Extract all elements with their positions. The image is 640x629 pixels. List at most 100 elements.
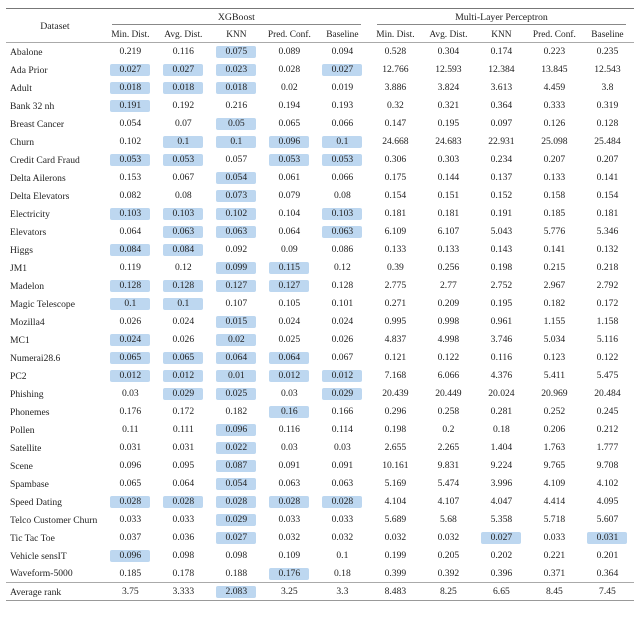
table-row: Elevators0.0640.0630.0630.0640.0636.1096… — [6, 223, 634, 241]
column-header: Min. Dist. — [104, 27, 157, 43]
row-name: Ada Prior — [6, 61, 104, 79]
cell: 25.484 — [581, 133, 634, 151]
column-header: Min. Dist. — [369, 27, 422, 43]
cell: 1.777 — [581, 439, 634, 457]
cell: 0.053 — [104, 151, 157, 169]
cell: 0.143 — [475, 241, 528, 259]
cell: 0.321 — [422, 97, 475, 115]
cell: 0.094 — [316, 43, 369, 61]
footer-row: Average rank3.753.3332.0833.253.38.4838.… — [6, 583, 634, 601]
cell: 0.012 — [316, 367, 369, 385]
cell: 0.221 — [528, 547, 581, 565]
footer-cell: 2.083 — [210, 583, 263, 601]
row-name: Scene — [6, 457, 104, 475]
cell: 0.104 — [263, 205, 316, 223]
cell: 0.028 — [104, 493, 157, 511]
cell: 0.126 — [528, 115, 581, 133]
table-row: Delta Ailerons0.1530.0670.0540.0610.0660… — [6, 169, 634, 187]
cell: 0.091 — [316, 457, 369, 475]
cell: 0.064 — [210, 349, 263, 367]
cell: 0.063 — [210, 223, 263, 241]
cell: 0.012 — [104, 367, 157, 385]
cell: 0.116 — [157, 43, 210, 61]
cell: 0.064 — [104, 223, 157, 241]
cell: 0.215 — [528, 259, 581, 277]
cell: 0.065 — [263, 115, 316, 133]
cell: 22.931 — [475, 133, 528, 151]
cell: 0.067 — [316, 349, 369, 367]
cell: 0.172 — [581, 295, 634, 313]
cell: 0.028 — [263, 61, 316, 79]
cell: 0.119 — [104, 259, 157, 277]
cell: 0.024 — [316, 313, 369, 331]
table-row: Waveform-50000.1850.1780.1880.1760.180.3… — [6, 565, 634, 583]
cell: 0.066 — [316, 115, 369, 133]
cell: 0.333 — [528, 97, 581, 115]
cell: 0.029 — [157, 385, 210, 403]
cell: 0.019 — [316, 79, 369, 97]
cell: 9.831 — [422, 457, 475, 475]
cell: 0.1 — [316, 547, 369, 565]
row-name: Speed Dating — [6, 493, 104, 511]
cell: 0.079 — [263, 187, 316, 205]
cell: 0.137 — [475, 169, 528, 187]
cell: 5.607 — [581, 511, 634, 529]
cell: 0.02 — [210, 331, 263, 349]
cell: 0.319 — [581, 97, 634, 115]
cell: 0.304 — [422, 43, 475, 61]
cell: 0.206 — [528, 421, 581, 439]
cell: 0.032 — [263, 529, 316, 547]
cell: 0.18 — [316, 565, 369, 583]
cell: 0.258 — [422, 403, 475, 421]
row-name: Credit Card Fraud — [6, 151, 104, 169]
cell: 0.053 — [263, 151, 316, 169]
cell: 0.188 — [210, 565, 263, 583]
cell: 0.2 — [422, 421, 475, 439]
table-row: Ada Prior0.0270.0270.0230.0280.02712.766… — [6, 61, 634, 79]
cell: 0.033 — [104, 511, 157, 529]
cell: 10.161 — [369, 457, 422, 475]
cell: 0.082 — [104, 187, 157, 205]
cell: 0.024 — [104, 331, 157, 349]
cell: 0.08 — [316, 187, 369, 205]
cell: 0.998 — [422, 313, 475, 331]
cell: 0.027 — [104, 61, 157, 79]
cell: 0.128 — [104, 277, 157, 295]
cell: 0.128 — [157, 277, 210, 295]
cell: 0.092 — [210, 241, 263, 259]
cell: 0.031 — [157, 439, 210, 457]
cell: 5.411 — [528, 367, 581, 385]
cell: 0.02 — [263, 79, 316, 97]
cell: 0.392 — [422, 565, 475, 583]
cell: 0.018 — [104, 79, 157, 97]
footer-cell: 8.25 — [422, 583, 475, 601]
cell: 3.996 — [475, 475, 528, 493]
cell: 0.1 — [316, 133, 369, 151]
cell: 0.252 — [528, 403, 581, 421]
cell: 0.107 — [210, 295, 263, 313]
cell: 0.245 — [581, 403, 634, 421]
cell: 0.193 — [316, 97, 369, 115]
table-row: Madelon0.1280.1280.1270.1270.1282.7752.7… — [6, 277, 634, 295]
cell: 0.185 — [528, 205, 581, 223]
cell: 2.752 — [475, 277, 528, 295]
cell: 0.209 — [422, 295, 475, 313]
cell: 0.175 — [369, 169, 422, 187]
row-name: Adult — [6, 79, 104, 97]
cell: 0.086 — [316, 241, 369, 259]
row-name: Higgs — [6, 241, 104, 259]
row-name: Abalone — [6, 43, 104, 61]
cell: 0.084 — [157, 241, 210, 259]
footer-cell: 3.333 — [157, 583, 210, 601]
table-row: Tic Tac Toe0.0370.0360.0270.0320.0320.03… — [6, 529, 634, 547]
row-name: Vehicle sensIT — [6, 547, 104, 565]
cell: 0.064 — [263, 349, 316, 367]
footer-cell: 8.45 — [528, 583, 581, 601]
cell: 20.449 — [422, 385, 475, 403]
table-row: Phonemes0.1760.1720.1820.160.1660.2960.2… — [6, 403, 634, 421]
header-dataset: Dataset — [6, 9, 104, 43]
cell: 2.655 — [369, 439, 422, 457]
cell: 1.404 — [475, 439, 528, 457]
cell: 0.121 — [369, 349, 422, 367]
cell: 0.037 — [104, 529, 157, 547]
